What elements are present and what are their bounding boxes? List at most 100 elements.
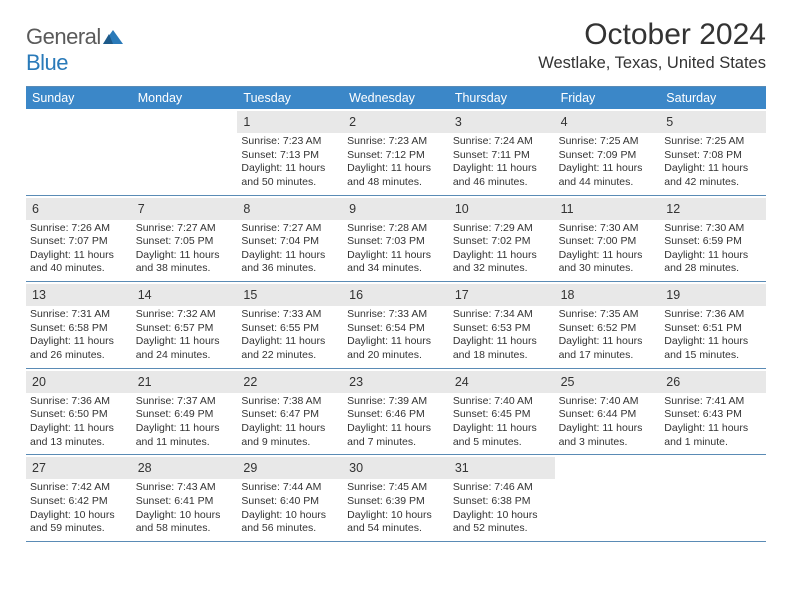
day-number-row: 12 — [660, 198, 766, 220]
day-number: 16 — [349, 288, 363, 302]
day-number: 24 — [455, 375, 469, 389]
day-number: 18 — [561, 288, 575, 302]
day-headers-row: SundayMondayTuesdayWednesdayThursdayFrid… — [26, 87, 766, 109]
day-info: Sunrise: 7:40 AMSunset: 6:44 PMDaylight:… — [559, 395, 657, 450]
calendar-cell: 21 Sunrise: 7:37 AMSunset: 6:49 PMDayligh… — [132, 369, 238, 455]
calendar-cell: 5 Sunrise: 7:25 AMSunset: 7:08 PMDaylight… — [660, 109, 766, 195]
day-info: Sunrise: 7:36 AMSunset: 6:51 PMDaylight:… — [664, 308, 762, 363]
calendar-cell: 17 Sunrise: 7:34 AMSunset: 6:53 PMDayligh… — [449, 282, 555, 368]
day-info: Sunrise: 7:25 AMSunset: 7:09 PMDaylight:… — [559, 135, 657, 190]
day-number-row: 23 — [343, 371, 449, 393]
calendar-cell: 30Sunrise: 7:45 AMSunset: 6:39 PMDayligh… — [343, 455, 449, 541]
day-header: Saturday — [660, 87, 766, 109]
day-number: 1 — [243, 115, 250, 129]
calendar-cell: 2 Sunrise: 7:23 AMSunset: 7:12 PMDaylight… — [343, 109, 449, 195]
calendar-cell: 16 Sunrise: 7:33 AMSunset: 6:54 PMDayligh… — [343, 282, 449, 368]
day-info: Sunrise: 7:32 AMSunset: 6:57 PMDaylight:… — [136, 308, 234, 363]
day-number: 20 — [32, 375, 46, 389]
day-header: Thursday — [449, 87, 555, 109]
day-number: 4 — [561, 115, 568, 129]
day-number-row: 14 — [132, 284, 238, 306]
day-number: 7 — [138, 202, 145, 216]
day-number: 10 — [455, 202, 469, 216]
day-info: Sunrise: 7:46 AMSunset: 6:38 PMDaylight:… — [453, 481, 551, 536]
day-info: Sunrise: 7:37 AMSunset: 6:49 PMDaylight:… — [136, 395, 234, 450]
day-number: 17 — [455, 288, 469, 302]
day-number: 23 — [349, 375, 363, 389]
calendar-cell: 29 Sunrise: 7:44 AMSunset: 6:40 PMDayligh… — [237, 455, 343, 541]
calendar-cell: 27Sunrise: 7:42 AMSunset: 6:42 PMDayligh… — [26, 455, 132, 541]
day-info: Sunrise: 7:23 AMSunset: 7:12 PMDaylight:… — [347, 135, 445, 190]
day-info: Sunrise: 7:45 AMSunset: 6:39 PMDaylight:… — [347, 481, 445, 536]
day-number: 19 — [666, 288, 680, 302]
day-number-row: 19 — [660, 284, 766, 306]
day-number: 12 — [666, 202, 680, 216]
day-number: 15 — [243, 288, 257, 302]
day-number-row: 7 — [132, 198, 238, 220]
day-number-row: 26 — [660, 371, 766, 393]
calendar-cell: 26Sunrise: 7:41 AMSunset: 6:43 PMDayligh… — [660, 369, 766, 455]
day-number-row: 24 — [449, 371, 555, 393]
day-number: 8 — [243, 202, 250, 216]
brand-part1: General — [26, 24, 101, 49]
day-number: 9 — [349, 202, 356, 216]
day-number-row: 6 — [26, 198, 132, 220]
day-info: Sunrise: 7:41 AMSunset: 6:43 PMDaylight:… — [664, 395, 762, 450]
day-number-row: 11 — [555, 198, 661, 220]
brand-logo: GeneralBlue — [26, 18, 123, 76]
day-info: Sunrise: 7:26 AMSunset: 7:07 PMDaylight:… — [30, 222, 128, 277]
day-number-row: 4 — [555, 111, 661, 133]
calendar-cell: 8Sunrise: 7:27 AMSunset: 7:04 PMDaylight… — [237, 196, 343, 282]
day-number: 31 — [455, 461, 469, 475]
day-number-row: 29 — [237, 457, 343, 479]
day-number: 28 — [138, 461, 152, 475]
calendar-cell: 12Sunrise: 7:30 AMSunset: 6:59 PMDayligh… — [660, 196, 766, 282]
day-number: 21 — [138, 375, 152, 389]
day-info: Sunrise: 7:34 AMSunset: 6:53 PMDaylight:… — [453, 308, 551, 363]
day-number-row: 25 — [555, 371, 661, 393]
calendar-cell: 3 Sunrise: 7:24 AMSunset: 7:11 PMDaylight… — [449, 109, 555, 195]
calendar-cell: 20 Sunrise: 7:36 AMSunset: 6:50 PMDayligh… — [26, 369, 132, 455]
day-info: Sunrise: 7:25 AMSunset: 7:08 PMDaylight:… — [664, 135, 762, 190]
day-number-row: 28 — [132, 457, 238, 479]
day-info: Sunrise: 7:33 AMSunset: 6:54 PMDaylight:… — [347, 308, 445, 363]
day-number: 29 — [243, 461, 257, 475]
calendar-cell: 25 Sunrise: 7:40 AMSunset: 6:44 PMDayligh… — [555, 369, 661, 455]
day-header: Monday — [132, 87, 238, 109]
month-title: October 2024 — [538, 18, 766, 52]
day-info: Sunrise: 7:35 AMSunset: 6:52 PMDaylight:… — [559, 308, 657, 363]
day-number-row: 17 — [449, 284, 555, 306]
calendar-cell: 4 Sunrise: 7:25 AMSunset: 7:09 PMDaylight… — [555, 109, 661, 195]
day-info: Sunrise: 7:24 AMSunset: 7:11 PMDaylight:… — [453, 135, 551, 190]
day-number-row: 10 — [449, 198, 555, 220]
day-info: Sunrise: 7:39 AMSunset: 6:46 PMDaylight:… — [347, 395, 445, 450]
day-number: 25 — [561, 375, 575, 389]
day-info: Sunrise: 7:29 AMSunset: 7:02 PMDaylight:… — [453, 222, 551, 277]
day-number-row: 30 — [343, 457, 449, 479]
day-number: 5 — [666, 115, 673, 129]
day-number-row: 21 — [132, 371, 238, 393]
calendar-cell-empty — [555, 455, 661, 541]
day-info: Sunrise: 7:44 AMSunset: 6:40 PMDaylight:… — [241, 481, 339, 536]
brand-part2: Blue — [26, 50, 68, 75]
calendar-cell: 14Sunrise: 7:32 AMSunset: 6:57 PMDayligh… — [132, 282, 238, 368]
day-header: Wednesday — [343, 87, 449, 109]
calendar-cell: 28 Sunrise: 7:43 AMSunset: 6:41 PMDayligh… — [132, 455, 238, 541]
day-header: Sunday — [26, 87, 132, 109]
day-info: Sunrise: 7:43 AMSunset: 6:41 PMDaylight:… — [136, 481, 234, 536]
calendar-cell-empty — [132, 109, 238, 195]
day-number: 2 — [349, 115, 356, 129]
brand-name: GeneralBlue — [26, 24, 123, 76]
calendar-cell: 10 Sunrise: 7:29 AMSunset: 7:02 PMDayligh… — [449, 196, 555, 282]
calendar-cell: 11Sunrise: 7:30 AMSunset: 7:00 PMDayligh… — [555, 196, 661, 282]
day-number: 3 — [455, 115, 462, 129]
day-info: Sunrise: 7:36 AMSunset: 6:50 PMDaylight:… — [30, 395, 128, 450]
calendar-cell: 19 Sunrise: 7:36 AMSunset: 6:51 PMDayligh… — [660, 282, 766, 368]
day-info: Sunrise: 7:31 AMSunset: 6:58 PMDaylight:… — [30, 308, 128, 363]
day-info: Sunrise: 7:42 AMSunset: 6:42 PMDaylight:… — [30, 481, 128, 536]
day-number-row: 20 — [26, 371, 132, 393]
calendar-cell: 13Sunrise: 7:31 AMSunset: 6:58 PMDayligh… — [26, 282, 132, 368]
calendar-week: 20 Sunrise: 7:36 AMSunset: 6:50 PMDayligh… — [26, 369, 766, 456]
day-number-row: 31 — [449, 457, 555, 479]
calendar-cell: 7Sunrise: 7:27 AMSunset: 7:05 PMDaylight… — [132, 196, 238, 282]
